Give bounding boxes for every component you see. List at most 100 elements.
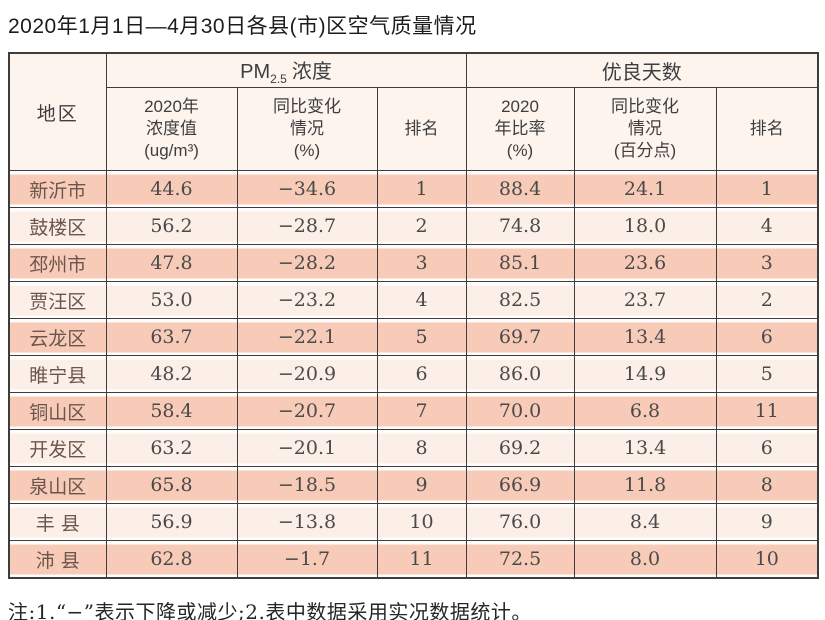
cell-region: 云龙区	[8, 318, 107, 357]
cell-good-change: 23.7	[573, 281, 717, 320]
cell-good-rank: 9	[715, 503, 819, 542]
cell-pm-change: −28.2	[236, 244, 378, 283]
cell-good-rank: 3	[715, 244, 819, 283]
cell-pm-change: −13.8	[236, 503, 378, 542]
table-row: 丰 县 56.9 −13.8 10 76.0 8.4 9	[8, 503, 819, 542]
cell-good-rank: 10	[715, 540, 819, 579]
cell-good-rank: 2	[715, 281, 819, 320]
cell-good-rank: 6	[715, 318, 819, 357]
table-row: 开发区 63.2 −20.1 8 69.2 13.4 6	[8, 429, 819, 468]
cell-pm-rank: 10	[376, 503, 467, 542]
cell-pm-value: 65.8	[105, 466, 238, 505]
cell-good-change: 11.8	[573, 466, 717, 505]
cell-good-rank: 11	[715, 392, 819, 431]
pm-label-rest: 浓度	[291, 61, 332, 84]
cell-good-change: 13.4	[573, 318, 717, 357]
cell-pm-rank: 8	[376, 429, 467, 468]
cell-good-rate: 70.0	[465, 392, 575, 431]
cell-pm-change: −22.1	[236, 318, 378, 357]
header-sub-row: 2020年 浓度值 (ug/m³) 同比变化 情况 (%) 排名 2020 年比…	[9, 87, 819, 172]
cell-pm-rank: 9	[376, 466, 467, 505]
cell-pm-change: −20.7	[236, 392, 378, 431]
cell-pm-rank: 4	[376, 281, 467, 320]
column-header-pm-change: 同比变化 情况 (%)	[236, 87, 378, 172]
cell-good-rate: 72.5	[465, 540, 575, 579]
cell-good-rank: 4	[715, 207, 819, 246]
cell-pm-value: 44.6	[105, 170, 238, 209]
cell-region: 睢宁县	[8, 355, 107, 394]
cell-pm-value: 63.7	[105, 318, 238, 357]
cell-region: 铜山区	[8, 392, 107, 431]
cell-pm-rank: 6	[376, 355, 467, 394]
cell-good-rate: 69.7	[465, 318, 575, 357]
column-header-pm-rank: 排名	[376, 87, 467, 172]
cell-pm-value: 48.2	[105, 355, 238, 394]
cell-pm-value: 58.4	[105, 392, 238, 431]
column-group-good-days: 优良天数	[465, 52, 819, 89]
cell-pm-value: 47.8	[105, 244, 238, 283]
page-title: 2020年1月1日—4月30日各县(市)区空气质量情况	[8, 15, 477, 38]
cell-pm-change: −28.7	[236, 207, 378, 246]
cell-pm-change: −23.2	[236, 281, 378, 320]
cell-pm-change: −34.6	[236, 170, 378, 209]
table-row: 鼓楼区 56.2 −28.7 2 74.8 18.0 4	[8, 207, 819, 246]
pm-label-base: PM	[240, 61, 271, 84]
column-header-good-rank: 排名	[715, 87, 819, 172]
cell-pm-rank: 5	[376, 318, 467, 357]
cell-good-rate: 82.5	[465, 281, 575, 320]
cell-good-rate: 86.0	[465, 355, 575, 394]
cell-pm-rank: 7	[376, 392, 467, 431]
air-quality-table: 地区 PM2.5 浓度 优良天数 2020年 浓度值 (ug/m³) 同比变化 情…	[8, 52, 820, 580]
cell-good-change: 8.0	[573, 540, 717, 579]
cell-good-change: 6.8	[573, 392, 717, 431]
cell-pm-value: 56.9	[105, 503, 238, 542]
cell-pm-change: −20.1	[236, 429, 378, 468]
cell-region: 泉山区	[8, 466, 107, 505]
table-row: 泉山区 65.8 −18.5 9 66.9 11.8 8	[8, 466, 819, 505]
cell-pm-rank: 1	[376, 170, 467, 209]
cell-pm-change: −18.5	[236, 466, 378, 505]
table-row: 铜山区 58.4 −20.7 7 70.0 6.8 11	[8, 392, 819, 431]
table-body: 新沂市 44.6 −34.6 1 88.4 24.1 1 鼓楼区 56.2 −2…	[8, 170, 819, 579]
cell-good-change: 13.4	[573, 429, 717, 468]
cell-pm-rank: 11	[376, 540, 467, 579]
column-header-region: 地区	[8, 52, 107, 172]
table-row: 云龙区 63.7 −22.1 5 69.7 13.4 6	[8, 318, 819, 357]
column-header-good-change: 同比变化 情况 (百分点)	[573, 87, 717, 172]
cell-pm-change: −1.7	[236, 540, 378, 579]
cell-region: 邳州市	[8, 244, 107, 283]
cell-good-change: 14.9	[573, 355, 717, 394]
table-row: 新沂市 44.6 −34.6 1 88.4 24.1 1	[8, 170, 819, 209]
table-header: 地区 PM2.5 浓度 优良天数 2020年 浓度值 (ug/m³) 同比变化 情…	[8, 52, 819, 172]
cell-region: 丰 县	[8, 503, 107, 542]
cell-good-rate: 69.2	[465, 429, 575, 468]
cell-pm-change: −20.9	[236, 355, 378, 394]
cell-pm-value: 62.8	[105, 540, 238, 579]
table-row: 睢宁县 48.2 −20.9 6 86.0 14.9 5	[8, 355, 819, 394]
cell-good-rate: 76.0	[465, 503, 575, 542]
cell-region: 沛 县	[8, 540, 107, 579]
cell-pm-value: 56.2	[105, 207, 238, 246]
cell-pm-rank: 3	[376, 244, 467, 283]
cell-good-rank: 6	[715, 429, 819, 468]
column-header-good-rate: 2020 年比率 (%)	[465, 87, 575, 172]
cell-region: 开发区	[8, 429, 107, 468]
cell-good-rate: 66.9	[465, 466, 575, 505]
cell-good-rate: 88.4	[465, 170, 575, 209]
footnote: 注:1.“−”表示下降或减少;2.表中数据采用实况数据统计。	[8, 600, 532, 620]
header-group-row: 地区 PM2.5 浓度 优良天数	[8, 52, 819, 172]
cell-pm-value: 53.0	[105, 281, 238, 320]
cell-pm-value: 63.2	[105, 429, 238, 468]
cell-region: 贾汪区	[8, 281, 107, 320]
cell-good-change: 8.4	[573, 503, 717, 542]
cell-good-change: 18.0	[573, 207, 717, 246]
cell-good-rank: 1	[715, 170, 819, 209]
cell-good-rate: 74.8	[465, 207, 575, 246]
cell-pm-rank: 2	[376, 207, 467, 246]
cell-region: 鼓楼区	[8, 207, 107, 246]
cell-good-change: 23.6	[573, 244, 717, 283]
cell-good-rate: 85.1	[465, 244, 575, 283]
table-row: 邳州市 47.8 −28.2 3 85.1 23.6 3	[8, 244, 819, 283]
cell-good-rank: 8	[715, 466, 819, 505]
